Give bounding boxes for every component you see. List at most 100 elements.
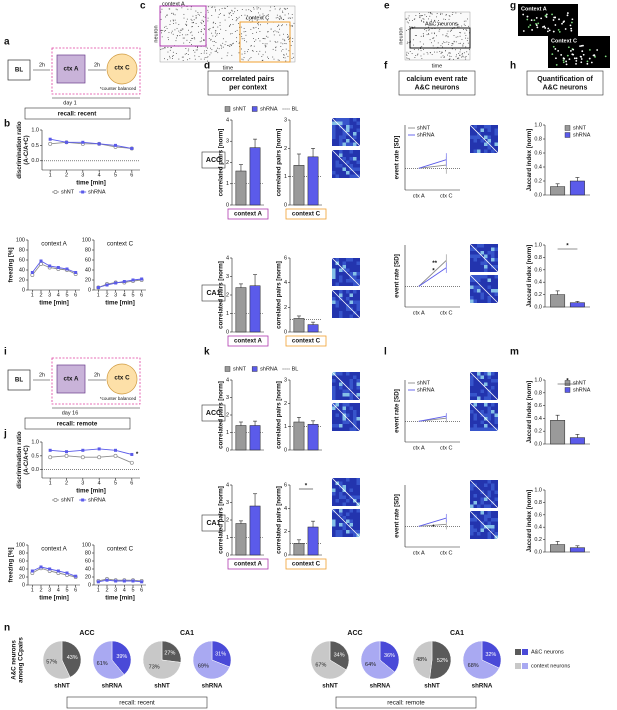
heatmap-cell: [342, 512, 346, 516]
raster-dot: [215, 42, 217, 43]
heatmap-cell: [335, 150, 339, 154]
heatmap-cell: [473, 254, 477, 258]
raster-dot: [200, 58, 202, 60]
cell: [588, 48, 591, 51]
raster-dot: [169, 24, 171, 25]
heatmap-cell: [484, 261, 488, 265]
heatmap-cell: [346, 311, 350, 315]
raster-dot: [230, 33, 232, 35]
pie-name: shNT: [154, 683, 170, 690]
heatmap-cell: [332, 393, 336, 397]
raster-dot: [283, 57, 284, 59]
raster-dot: [440, 12, 442, 14]
heatmap-cell: [332, 526, 336, 530]
raster-dot: [208, 6, 209, 8]
raster-axis: neuron: [153, 25, 159, 42]
heatmap-cell: [342, 420, 346, 424]
raster-dot: [417, 53, 419, 55]
raster-dot: [287, 55, 289, 57]
heatmap-cell: [346, 128, 350, 132]
heatmap-cell: [480, 296, 484, 300]
raster-dot: [232, 42, 234, 44]
raster-dot: [244, 51, 246, 53]
heatmap-cell: [494, 135, 498, 139]
heatmap-cell: [473, 292, 477, 296]
raster-dot: [288, 50, 290, 52]
counterbalance-box: [51, 47, 141, 95]
heatmap-cell: [356, 275, 360, 279]
context-c-circle: [106, 53, 138, 85]
raster-dot: [457, 26, 459, 28]
heatmap-cell: [335, 174, 339, 178]
heatmap-cell: [339, 275, 343, 279]
cell: [571, 18, 574, 21]
pie-value-label: 61%: [97, 661, 108, 667]
marker: [114, 143, 117, 147]
raster-dot: [161, 29, 162, 31]
y-axis-label: correlated pairs [norm]: [276, 261, 283, 329]
raster-dot: [457, 24, 459, 26]
heatmap-cell: [477, 480, 481, 484]
raster-dot: [236, 41, 237, 43]
heatmap-cell: [353, 403, 357, 407]
raster-dot: [203, 21, 204, 23]
heatmap-cell: [335, 523, 339, 527]
marker: [113, 453, 118, 458]
heatmap-cell: [473, 379, 477, 383]
raster-dot: [292, 25, 293, 27]
heatmap-cell: [484, 511, 488, 515]
cell: [561, 22, 563, 25]
heatmap-cell: [332, 523, 336, 527]
heatmap-cell: [339, 495, 343, 499]
raster-dot: [465, 58, 467, 60]
heatmap-cell: [487, 386, 491, 390]
raster-dot: [186, 24, 188, 26]
raster-dot: [262, 38, 264, 39]
y-tick-label: 80: [85, 247, 91, 253]
raster-dot: [241, 15, 243, 16]
raster-dot: [440, 56, 442, 58]
heatmap-cell: [480, 379, 484, 383]
cell: [555, 64, 558, 66]
pie-value-label: 69%: [198, 663, 209, 669]
pie-value-label: 32%: [485, 652, 496, 658]
raster-dot: [236, 19, 238, 21]
heatmap-cell: [491, 268, 495, 272]
heatmap-cell: [335, 258, 339, 262]
heatmap-cell: [342, 164, 346, 168]
y-tick-label: 0.2: [534, 292, 542, 298]
heatmap-cell: [477, 265, 481, 269]
heatmap-cell: [470, 406, 474, 410]
raster-dot: [436, 13, 438, 15]
heatmap-cell: [335, 265, 339, 269]
heatmap-cell: [349, 386, 353, 390]
legend-label: shRNA: [260, 106, 278, 112]
heatmap-cell: [473, 403, 477, 407]
raster-dot: [259, 50, 261, 52]
panel-letter: c: [140, 1, 146, 12]
cell: [586, 60, 589, 63]
raster-dot: [200, 11, 202, 13]
raster-dot: [179, 32, 181, 34]
raster-dot: [420, 50, 422, 52]
heatmap-cell: [342, 282, 346, 286]
raster-dot: [250, 57, 252, 58]
heatmap-cell: [484, 389, 488, 393]
raster-dot: [206, 52, 208, 54]
heatmap-cell: [356, 495, 360, 499]
raster-dot: [457, 57, 459, 59]
heatmap-cell: [470, 268, 474, 272]
raster-dot: [273, 34, 275, 36]
heatmap-cell: [487, 379, 491, 383]
heatmap-cell: [335, 167, 339, 171]
interval: 2h: [94, 372, 100, 378]
heatmap-diagonal: [469, 402, 499, 432]
heatmap-cell: [480, 139, 484, 143]
heatmap-cell: [477, 275, 481, 279]
y-tick-label: 0.2: [534, 429, 542, 435]
heatmap-cell: [332, 424, 336, 428]
y-tick-label: 0: [88, 582, 91, 588]
raster-dot: [258, 7, 260, 9]
raster-dot: [291, 14, 293, 15]
heatmap-cell: [346, 488, 350, 492]
